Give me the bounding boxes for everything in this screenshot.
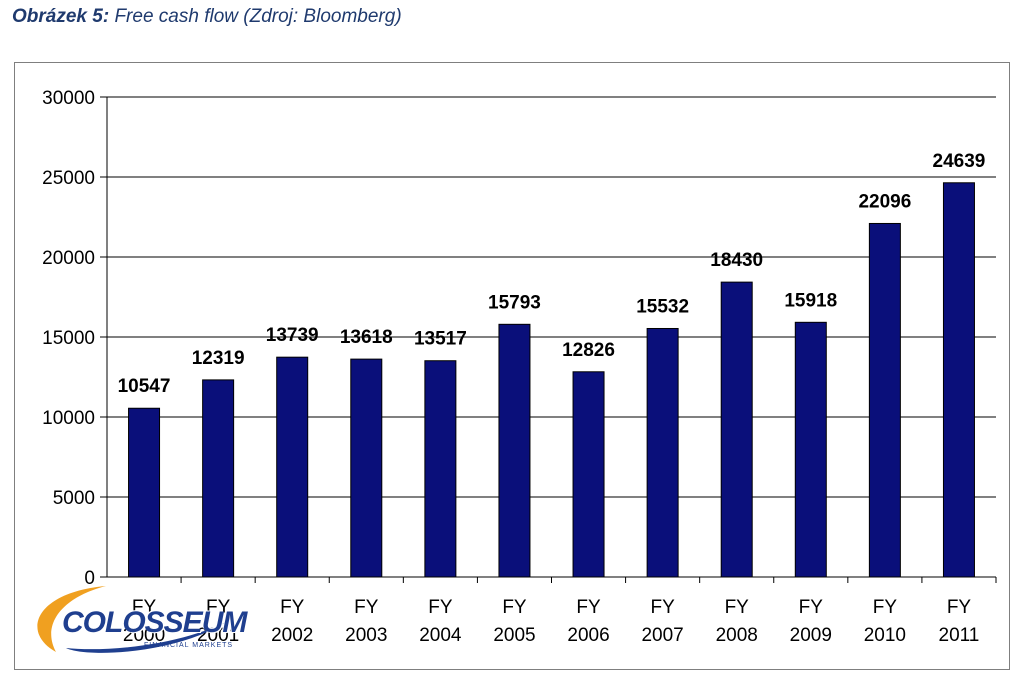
bar-5 xyxy=(498,323,531,578)
x-tick-label-7: FY 2007 xyxy=(641,597,683,646)
bar-8 xyxy=(720,281,753,578)
figure-caption: Obrázek 5: Free cash flow (Zdroj: Bloomb… xyxy=(12,6,402,28)
x-tick-label-8: FY 2008 xyxy=(716,597,758,646)
x-tick-label-2: FY 2002 xyxy=(271,597,313,646)
y-tick-label-4: 20000 xyxy=(42,248,95,269)
data-label-8: 18430 xyxy=(710,250,763,271)
y-tick-label-2: 10000 xyxy=(42,408,95,429)
logo-tagline: FINANCIAL MARKETS xyxy=(144,642,234,649)
x-tick-label-0: FY 2000 xyxy=(123,597,165,646)
x-tick-label-10: FY 2010 xyxy=(864,597,906,646)
bar-9 xyxy=(794,321,827,578)
colosseum-logo: COLOSSEUM FINANCIAL MARKETS xyxy=(26,582,247,660)
bar-6 xyxy=(572,371,605,578)
logo-brand: COLOSSEUM xyxy=(62,606,247,639)
x-tick-label-11: FY 2011 xyxy=(939,597,980,646)
data-label-3: 13618 xyxy=(340,327,393,348)
y-tick-label-1: 5000 xyxy=(53,488,95,509)
logo-swoosh-icon xyxy=(37,586,226,653)
y-tick-label-0: 0 xyxy=(84,568,95,589)
data-label-0: 10547 xyxy=(118,376,171,397)
y-tick-label-6: 30000 xyxy=(42,88,95,109)
bar-1 xyxy=(202,379,235,578)
figure-caption-text: Free cash flow (Zdroj: Bloomberg) xyxy=(114,6,402,27)
x-tick-label-9: FY 2009 xyxy=(790,597,832,646)
x-tick-label-4: FY 2004 xyxy=(419,597,462,646)
bar-3 xyxy=(350,358,383,578)
x-tick-label-5: FY 2005 xyxy=(493,597,535,646)
data-label-5: 15793 xyxy=(488,292,541,313)
data-label-6: 12826 xyxy=(562,340,615,361)
bar-2 xyxy=(276,356,309,578)
data-label-9: 15918 xyxy=(784,290,837,311)
figure-caption-label: Obrázek 5: xyxy=(12,6,110,27)
bar-4 xyxy=(424,360,457,578)
bar-0 xyxy=(128,407,161,578)
data-label-10: 22096 xyxy=(858,191,911,212)
x-tick-label-3: FY 2003 xyxy=(345,597,387,646)
data-label-1: 12319 xyxy=(192,348,245,369)
bar-10 xyxy=(868,222,901,578)
data-label-11: 24639 xyxy=(933,151,986,172)
data-label-2: 13739 xyxy=(266,325,319,346)
y-tick-label-5: 25000 xyxy=(42,168,95,189)
y-tick-label-3: 15000 xyxy=(42,328,95,349)
bar-11 xyxy=(942,182,975,578)
data-label-4: 13517 xyxy=(414,329,467,350)
x-tick-label-6: FY 2006 xyxy=(567,597,609,646)
data-label-7: 15532 xyxy=(636,296,689,317)
bar-7 xyxy=(646,327,679,578)
